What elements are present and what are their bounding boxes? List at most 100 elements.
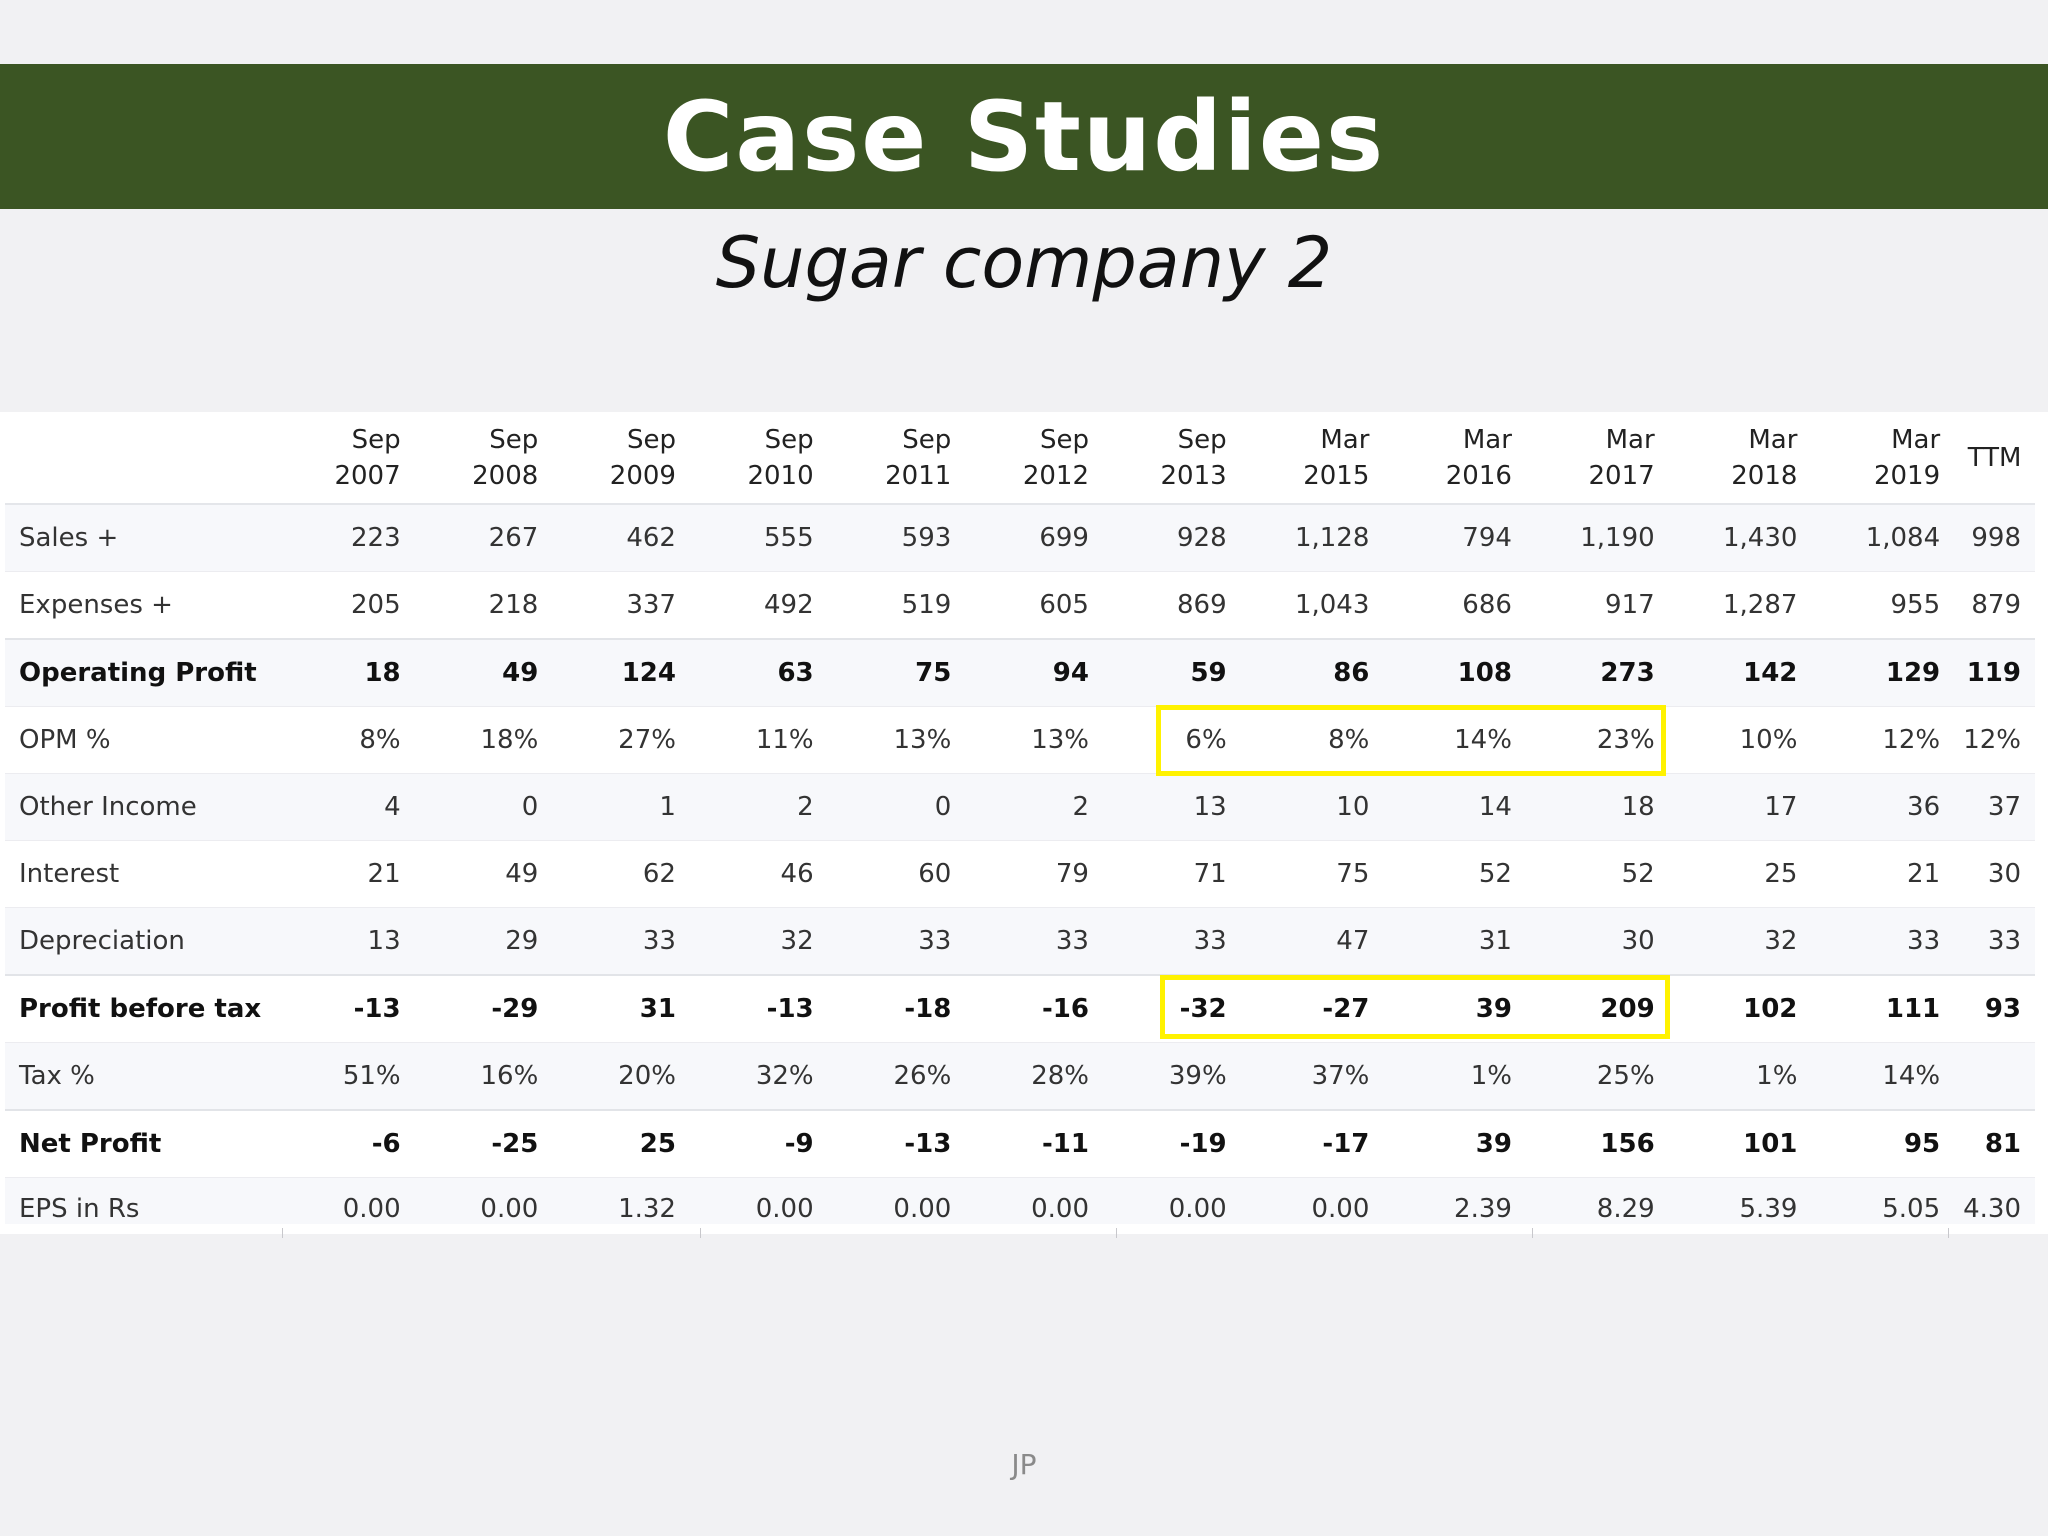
table-cell: 33 bbox=[827, 907, 966, 976]
table-cell: 1,043 bbox=[1240, 571, 1384, 640]
table-cell: 10% bbox=[1668, 706, 1812, 774]
table-cell: 1.32 bbox=[552, 1177, 690, 1224]
column-header-line1: Sep bbox=[764, 424, 814, 455]
column-header-line2: 2015 bbox=[1303, 460, 1370, 491]
table-cell: 14 bbox=[1383, 773, 1526, 841]
table-row: Interest 21 49 62 46 60 79 71 75 52 52 25 21 30 bbox=[5, 840, 2035, 908]
table-cell: -17 bbox=[1240, 1109, 1384, 1178]
table-cell: 686 bbox=[1383, 571, 1526, 640]
table-cell: 93 bbox=[1954, 974, 2035, 1043]
table-cell: 492 bbox=[689, 571, 828, 640]
column-header-line1: Sep bbox=[1039, 424, 1089, 455]
table-cell: 0.00 bbox=[276, 1177, 415, 1224]
table-cell: 20% bbox=[552, 1042, 690, 1111]
scroll-tick bbox=[1948, 1228, 1949, 1238]
table-cell: 1,084 bbox=[1811, 504, 1955, 572]
footer-initials: JP bbox=[1011, 1448, 1037, 1481]
table-cell: 37% bbox=[1240, 1042, 1384, 1111]
header-label-cell bbox=[5, 412, 277, 505]
opm-highlight-box bbox=[1156, 705, 1666, 776]
table-cell: -11 bbox=[965, 1109, 1103, 1178]
table-row: Operating Profit 18 49 124 63 75 94 59 86 108 273 1… bbox=[5, 638, 2035, 707]
table-cell: 32% bbox=[689, 1042, 828, 1111]
table-cell: 13% bbox=[965, 706, 1103, 774]
row-label: EPS in Rs bbox=[5, 1177, 277, 1224]
table-cell: 32 bbox=[1668, 907, 1812, 976]
table-cell: 108 bbox=[1383, 638, 1526, 707]
table-cell: 37 bbox=[1954, 773, 2035, 841]
table-cell: 5.39 bbox=[1668, 1177, 1812, 1224]
column-header-line1: Sep bbox=[351, 424, 401, 455]
table-cell: 39 bbox=[1383, 1109, 1526, 1178]
table-cell: 142 bbox=[1668, 638, 1812, 707]
table-cell: 794 bbox=[1383, 504, 1526, 572]
table-row: Expenses +205 218 337 492 519 605 869 1,043 686 9… bbox=[5, 571, 2035, 640]
column-header-line1: Mar bbox=[1891, 424, 1941, 455]
row-label: OPM % bbox=[5, 706, 277, 774]
table-cell: -19 bbox=[1102, 1109, 1241, 1178]
table-cell: 1,430 bbox=[1668, 504, 1812, 572]
table-cell: 29 bbox=[414, 907, 553, 976]
table-cell: 95 bbox=[1811, 1109, 1955, 1178]
table-cell: 17 bbox=[1668, 773, 1812, 841]
table-cell: 111 bbox=[1811, 974, 1955, 1043]
column-header-line1: TTM bbox=[1967, 442, 2022, 473]
table-row: Profit before tax -13 -29 31 -13 -18 -16 -32 -27… bbox=[5, 974, 2035, 1043]
scroll-tick bbox=[1532, 1228, 1533, 1238]
table-cell: 5.05 bbox=[1811, 1177, 1955, 1224]
table-cell: -9 bbox=[689, 1109, 828, 1178]
table-cell: -13 bbox=[689, 974, 828, 1043]
table-header-row: Sep 2007 Sep 2008 Sep 2009 Sep 2010 Sep 2011 Sep 20… bbox=[5, 412, 2035, 505]
table-cell: 30 bbox=[1954, 840, 2035, 908]
table-cell: 555 bbox=[689, 504, 828, 572]
table-cell: 1% bbox=[1668, 1042, 1812, 1111]
table-cell: 124 bbox=[552, 638, 690, 707]
table-cell: 21 bbox=[276, 840, 415, 908]
financials-panel: Sep 2007 Sep 2008 Sep 2009 Sep 2010 Sep 2011 Sep 20… bbox=[0, 412, 2048, 1238]
column-header: Mar 2019 bbox=[1811, 412, 1955, 505]
table-cell: 6% bbox=[1102, 706, 1241, 774]
table-cell: 28% bbox=[965, 1042, 1103, 1111]
row-label: Profit before tax bbox=[5, 974, 277, 1043]
table-cell: -6 bbox=[276, 1109, 415, 1178]
column-header-line1: Sep bbox=[489, 424, 539, 455]
table-cell: 33 bbox=[1811, 907, 1955, 976]
table-cell: 955 bbox=[1811, 571, 1955, 640]
table-row: Depreciation 13 29 33 32 33 33 33 47 31 30 32 33 33 bbox=[5, 907, 2035, 976]
column-header: Mar 2018 bbox=[1668, 412, 1812, 505]
column-header-line2: 2008 bbox=[472, 460, 539, 491]
table-cell: 205 bbox=[276, 571, 415, 640]
table-cell: 0.00 bbox=[689, 1177, 828, 1224]
pbt-highlight-box bbox=[1160, 975, 1670, 1039]
table-cell: 0.00 bbox=[414, 1177, 553, 1224]
table-cell: 1,287 bbox=[1668, 571, 1812, 640]
column-header: Sep 2010 bbox=[689, 412, 828, 505]
column-header-line2: 2010 bbox=[747, 460, 814, 491]
column-header: TTM bbox=[1954, 412, 2035, 505]
table-body: Sales +223 267 462 555 593 699 928 1,128 794 1,19… bbox=[5, 504, 2035, 1224]
table-cell: -18 bbox=[827, 974, 966, 1043]
table-cell: 102 bbox=[1668, 974, 1812, 1043]
column-header: Mar 2015 bbox=[1240, 412, 1384, 505]
table-cell: 879 bbox=[1954, 571, 2035, 640]
table-cell: 32 bbox=[689, 907, 828, 976]
table-cell: 86 bbox=[1240, 638, 1384, 707]
column-header: Sep 2011 bbox=[827, 412, 966, 505]
table-cell: 33 bbox=[965, 907, 1103, 976]
table-cell: 869 bbox=[1102, 571, 1241, 640]
table-cell: 33 bbox=[1102, 907, 1241, 976]
table-cell: 2.39 bbox=[1383, 1177, 1526, 1224]
column-header-line2: 2013 bbox=[1160, 460, 1227, 491]
table-cell: 209 bbox=[1525, 974, 1669, 1043]
table-cell: 337 bbox=[552, 571, 690, 640]
table-cell: 49 bbox=[414, 840, 553, 908]
table-cell: 0.00 bbox=[827, 1177, 966, 1224]
table-cell: 8% bbox=[1240, 706, 1384, 774]
column-header-line1: Mar bbox=[1748, 424, 1798, 455]
table-cell: -16 bbox=[965, 974, 1103, 1043]
table-cell: -13 bbox=[276, 974, 415, 1043]
table-cell: 75 bbox=[827, 638, 966, 707]
table-cell: 59 bbox=[1102, 638, 1241, 707]
table-cell: 12% bbox=[1811, 706, 1955, 774]
table-cell: 49 bbox=[414, 638, 553, 707]
